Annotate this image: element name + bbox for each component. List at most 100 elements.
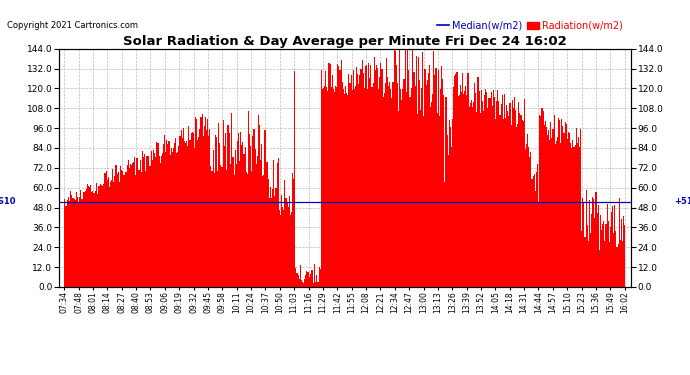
Bar [463,94,464,287]
Bar [101,184,102,287]
Bar [480,112,481,287]
Bar [471,100,472,287]
Bar [514,97,515,287]
Bar [195,117,196,287]
Bar [560,143,561,287]
Bar [336,87,337,287]
Bar [506,105,507,287]
Bar [85,191,86,287]
Bar [163,144,164,287]
Bar [553,115,555,287]
Bar [304,279,305,287]
Bar [352,90,353,287]
Bar [607,204,608,287]
Bar [347,95,348,287]
Bar [388,86,389,287]
Bar [591,214,592,287]
Bar [187,146,188,287]
Bar [460,86,461,287]
Bar [90,184,91,287]
Bar [219,143,220,287]
Bar [120,166,121,287]
Text: Copyright 2021 Cartronics.com: Copyright 2021 Cartronics.com [7,21,138,30]
Bar [176,153,177,287]
Bar [313,283,314,287]
Bar [399,48,400,287]
Bar [459,95,460,287]
Bar [624,225,625,287]
Bar [487,108,489,287]
Bar [262,176,264,287]
Bar [317,282,319,287]
Bar [91,192,92,287]
Bar [186,141,187,287]
Bar [217,171,218,287]
Bar [481,90,482,287]
Bar [67,200,68,287]
Text: +51.610: +51.610 [0,197,16,206]
Bar [68,196,69,287]
Bar [395,51,396,287]
Bar [592,197,593,287]
Bar [216,137,217,287]
Bar [590,233,591,287]
Bar [279,210,280,287]
Bar [339,70,341,287]
Bar [201,114,203,287]
Bar [495,119,496,287]
Bar [71,195,72,287]
Bar [153,150,154,287]
Bar [549,140,550,287]
Bar [75,200,76,287]
Bar [525,148,526,287]
Bar [433,51,435,287]
Bar [315,282,316,287]
Bar [324,86,325,287]
Bar [283,210,284,287]
Bar [215,135,216,287]
Bar [611,212,612,287]
Bar [290,214,291,287]
Bar [483,111,484,287]
Bar [491,92,492,287]
Bar [462,73,463,287]
Bar [583,202,584,287]
Bar [455,74,457,287]
Bar [109,187,110,287]
Bar [537,164,538,287]
Bar [520,115,522,287]
Bar [360,69,362,287]
Bar [473,102,474,287]
Bar [616,248,618,287]
Bar [396,65,397,287]
Bar [422,52,424,287]
Bar [286,202,288,287]
Bar [168,141,170,287]
Bar [393,49,395,287]
Bar [325,71,326,287]
Bar [581,231,582,287]
Bar [479,91,480,287]
Bar [598,206,599,287]
Bar [308,276,310,287]
Bar [135,175,137,287]
Bar [555,141,557,287]
Bar [183,128,184,287]
Bar [542,111,544,287]
Bar [507,111,509,287]
Bar [205,117,206,287]
Bar [69,201,70,287]
Bar [154,153,155,287]
Bar [294,71,295,287]
Bar [231,113,233,287]
Bar [209,129,210,287]
Bar [374,57,375,287]
Bar [441,66,442,287]
Bar [303,282,304,287]
Bar [83,192,85,287]
Bar [353,70,354,287]
Bar [568,132,569,287]
Bar [437,70,439,287]
Bar [112,169,113,287]
Bar [522,122,524,287]
